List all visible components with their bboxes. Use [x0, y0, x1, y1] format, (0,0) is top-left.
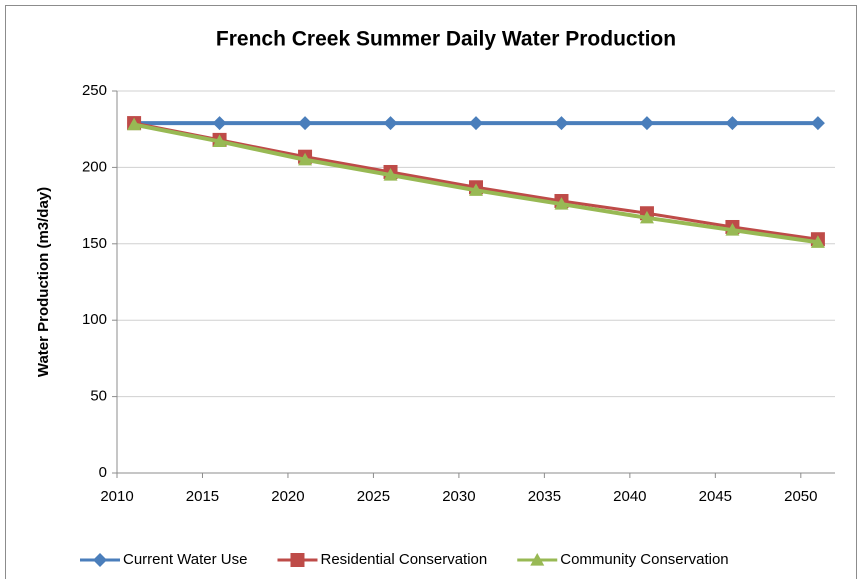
legend-label: Community Conservation: [560, 551, 728, 568]
marker: [298, 152, 313, 166]
marker: [383, 168, 398, 181]
y-tick-label: 0: [99, 464, 107, 481]
x-tick-label: 2030: [442, 488, 475, 505]
marker: [639, 116, 654, 131]
marker: [383, 116, 398, 131]
x-tick-label: 2040: [613, 488, 646, 505]
x-tick-label: 2010: [100, 488, 133, 505]
y-axis-title: Water Production (m3/day): [35, 187, 52, 377]
x-tick-label: 2015: [186, 488, 219, 505]
y-tick-label: 150: [82, 235, 107, 252]
x-tick-label: 2050: [784, 488, 817, 505]
marker: [212, 116, 227, 131]
marker: [810, 235, 825, 248]
x-tick-label: 2025: [357, 488, 390, 505]
y-tick-label: 50: [90, 388, 107, 405]
legend-label: Residential Conservation: [320, 551, 487, 568]
legend-label: Current Water Use: [123, 551, 247, 568]
marker: [554, 116, 569, 131]
marker: [298, 116, 313, 131]
marker: [530, 553, 545, 566]
marker: [290, 553, 305, 567]
marker: [212, 134, 227, 148]
x-tick-label: 2035: [528, 488, 561, 505]
y-tick-label: 200: [82, 158, 107, 175]
chart-frame: [5, 5, 857, 579]
marker: [810, 116, 825, 131]
marker: [469, 183, 483, 196]
y-tick-label: 100: [82, 311, 107, 328]
x-tick-label: 2020: [271, 488, 304, 505]
marker: [469, 116, 483, 131]
marker: [639, 210, 654, 224]
marker: [554, 197, 569, 210]
marker: [725, 223, 740, 236]
x-tick-label: 2045: [699, 488, 732, 505]
chart-title: French Creek Summer Daily Water Producti…: [216, 28, 676, 51]
y-tick-label: 250: [82, 82, 107, 99]
marker: [127, 117, 142, 131]
marker: [725, 116, 740, 131]
legend: Current Water Use Residential Conservatio…: [80, 551, 729, 568]
marker: [93, 553, 107, 567]
